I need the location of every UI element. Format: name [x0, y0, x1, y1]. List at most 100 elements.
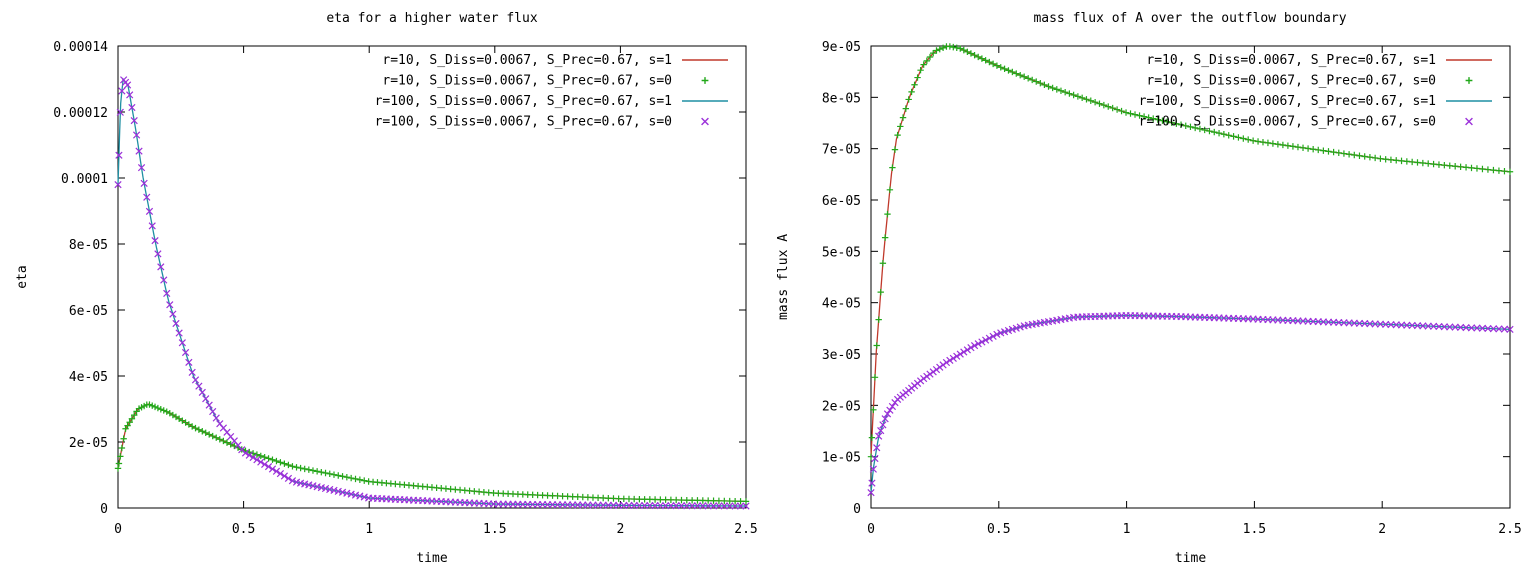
data-point [285, 461, 292, 469]
legend-label: r=100, S_Diss=0.0067, S_Prec=0.67, s=0 [375, 115, 672, 130]
data-point [1479, 165, 1486, 173]
data-point [1340, 150, 1348, 157]
data-point [351, 491, 360, 499]
data-point [1024, 75, 1032, 82]
legend-label: r=100, S_Diss=0.0067, S_Prec=0.67, s=0 [1139, 115, 1436, 130]
data-point [1225, 132, 1232, 139]
data-point [1187, 123, 1194, 131]
data-point [1220, 131, 1228, 138]
data-point [894, 131, 901, 139]
data-point [1467, 324, 1476, 332]
data-point [261, 453, 268, 461]
data-point [1005, 67, 1012, 74]
legend-swatch [701, 117, 709, 126]
y-tick-label: 6e-05 [822, 194, 861, 209]
data-point [1446, 323, 1454, 331]
data-point [130, 117, 138, 125]
data-point [1066, 90, 1073, 97]
chart-1: eta for a higher water flux 0 0.5 1 1.5 2 2.5 0… [15, 11, 758, 566]
data-point [1033, 78, 1040, 85]
data-point [886, 186, 894, 194]
data-point [1446, 162, 1453, 169]
data-point [970, 342, 979, 350]
data-point [704, 502, 712, 510]
y-tick-label: 4e-05 [69, 370, 108, 385]
data-point [985, 334, 993, 342]
data-point [1419, 322, 1427, 330]
data-point [869, 465, 877, 473]
data-point [1249, 137, 1257, 144]
data-point [326, 470, 333, 478]
data-point [154, 404, 162, 412]
y-tick-label: 4e-05 [822, 297, 861, 312]
data-point [1294, 143, 1302, 151]
data-point [1462, 323, 1470, 332]
data-point [1289, 143, 1297, 150]
data-point [897, 123, 904, 130]
data-point [656, 501, 664, 510]
data-point [720, 502, 728, 510]
x-tick-label: 1 [365, 522, 373, 537]
data-point [1371, 154, 1379, 162]
data-point [272, 467, 281, 475]
data-point [886, 406, 894, 414]
data-point [288, 477, 297, 485]
data-point [1495, 167, 1503, 174]
data-point [1173, 120, 1180, 127]
data-point [195, 382, 203, 390]
data-point [1259, 138, 1267, 146]
data-point [967, 344, 975, 352]
data-point [268, 465, 277, 473]
data-point [1083, 96, 1090, 103]
data-point [899, 114, 907, 121]
data-point [908, 88, 915, 96]
legend: r=10, S_Diss=0.0067, S_Prec=0.67, s=1 r=1… [1139, 53, 1492, 130]
data-point [205, 401, 213, 409]
data-point [946, 356, 954, 365]
series-4 [114, 76, 750, 510]
data-point [1462, 164, 1470, 171]
data-point [1473, 165, 1481, 172]
data-point [1345, 151, 1353, 158]
plot-frame [870, 45, 1511, 509]
data-point [126, 419, 133, 426]
data-point [923, 372, 931, 380]
data-point [871, 454, 879, 463]
data-point [151, 403, 159, 411]
data-point [1091, 98, 1099, 106]
data-point [891, 146, 899, 153]
data-point [715, 497, 723, 505]
data-point [883, 410, 892, 418]
data-point [1500, 325, 1509, 333]
data-point [1154, 116, 1162, 123]
data-point [126, 91, 134, 99]
data-point [873, 444, 881, 452]
data-point [1016, 323, 1024, 331]
data-point [1013, 70, 1020, 77]
legend-label: r=10, S_Diss=0.0067, S_Prec=0.67, s=1 [1146, 53, 1436, 68]
data-point [131, 411, 138, 419]
data-point [305, 466, 313, 473]
data-point [1159, 117, 1166, 124]
data-point [179, 417, 186, 424]
data-point [1001, 65, 1008, 73]
data-point [902, 105, 910, 112]
data-point [699, 497, 707, 504]
x-axis-label: time [1175, 551, 1206, 566]
data-point [163, 408, 170, 415]
data-point [209, 432, 216, 440]
data-point [914, 74, 921, 81]
data-point [273, 457, 280, 465]
data-point [630, 501, 638, 510]
data-point [213, 434, 220, 441]
data-point [1061, 88, 1069, 96]
data-point [163, 289, 171, 298]
data-point [726, 502, 734, 510]
data-point [148, 222, 156, 230]
data-point [693, 502, 702, 510]
data-point [888, 402, 897, 411]
data-point [124, 422, 131, 429]
data-point [253, 456, 261, 464]
x-tick-label: 0 [114, 522, 122, 537]
data-point [1122, 109, 1130, 116]
